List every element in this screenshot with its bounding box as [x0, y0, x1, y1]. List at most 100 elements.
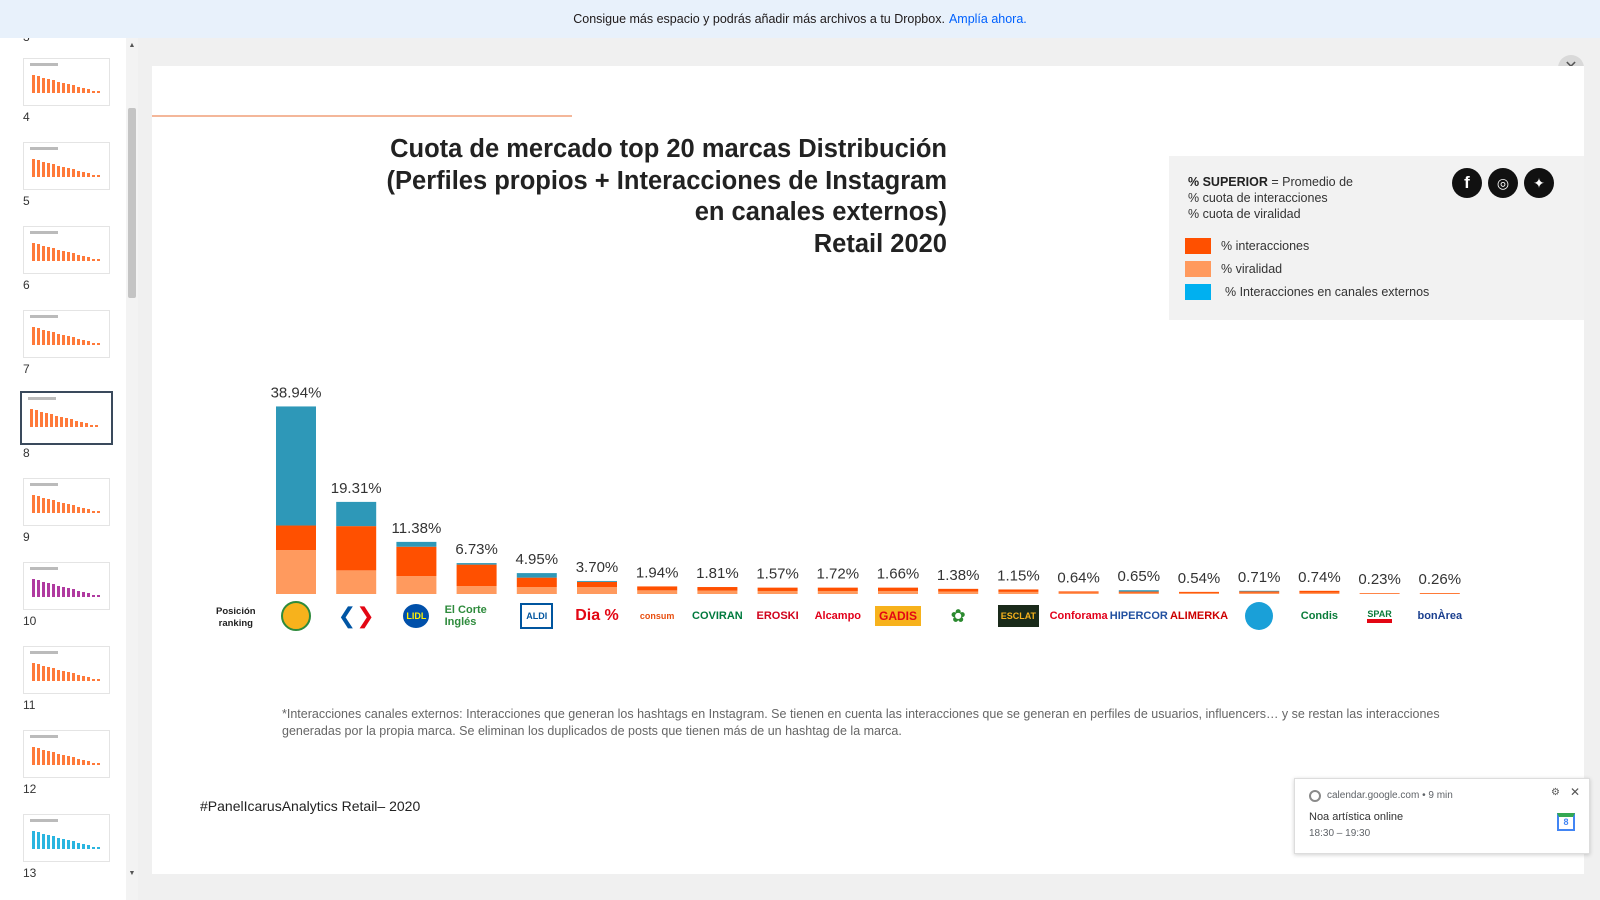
- slide-number: 9: [23, 530, 30, 544]
- bar-value-label: 1.94%: [636, 564, 679, 581]
- slide-number: 5: [23, 194, 30, 208]
- legend-item-viralidad: % viralidad: [1185, 261, 1282, 277]
- bar-value-label: 4.95%: [516, 551, 559, 568]
- bar-segment: [1239, 591, 1280, 593]
- bar-value-label: 1.38%: [937, 567, 980, 584]
- bar-segment: [637, 586, 678, 591]
- position-ranking-label: Posición ranking: [216, 606, 256, 630]
- bar-segment: [757, 590, 798, 594]
- slide-canvas: Cuota de mercado top 20 marcas Distribuc…: [152, 66, 1584, 874]
- slide-number: 13: [23, 866, 37, 880]
- bar-segment: [817, 587, 858, 591]
- google-calendar-icon: 8: [1557, 813, 1575, 831]
- brand-logo: ALDI: [505, 601, 569, 631]
- calendar-notification[interactable]: calendar.google.com • 9 min ⚙ ✕ Noa artí…: [1294, 778, 1590, 854]
- brand-logo: [264, 601, 328, 631]
- slide-thumbnail[interactable]: [23, 478, 110, 526]
- notification-title: Noa artística online: [1309, 811, 1404, 823]
- slide-title: Cuota de mercado top 20 marcas Distribuc…: [212, 134, 947, 260]
- brand-logo: ALIMERKA: [1167, 601, 1231, 631]
- mercadona-logo-icon: [281, 601, 311, 631]
- title-line-4: Retail 2020: [813, 229, 947, 258]
- bar-value-label: 1.15%: [997, 567, 1040, 584]
- brand-logo-text: LIDL: [403, 604, 430, 628]
- brand-logo-text: ESCLAT: [997, 605, 1040, 627]
- slide-thumbnail[interactable]: [23, 58, 110, 106]
- slide-thumbnail[interactable]: [23, 730, 110, 778]
- gear-icon[interactable]: ⚙: [1551, 787, 1560, 798]
- bar-value-label: 1.81%: [696, 565, 739, 582]
- bar-segment: [1239, 592, 1280, 594]
- bar-value-label: 38.94%: [271, 384, 322, 401]
- title-line-1: Cuota de mercado top 20 marcas Distribuc…: [390, 135, 947, 163]
- bar-value-label: 0.65%: [1118, 568, 1161, 585]
- brand-logo-text: EROSKI: [756, 610, 799, 622]
- scroll-up-arrow[interactable]: ▲: [128, 42, 136, 49]
- legend-item-interacciones: % interacciones: [1185, 238, 1309, 254]
- brand-logo: GADIS: [866, 601, 930, 631]
- scrollbar-thumb[interactable]: [128, 108, 136, 298]
- brand-logo-text: bonÀrea: [1417, 610, 1463, 622]
- legend-label: % interacciones: [1221, 239, 1310, 253]
- bar-segment: [276, 550, 316, 594]
- slide-thumbnail[interactable]: [23, 562, 110, 610]
- title-line-2: (Perfiles propios + Interacciones de Ins…: [386, 166, 947, 195]
- bar-value-label: 1.57%: [756, 566, 799, 583]
- bar-segment: [938, 591, 979, 594]
- slide-thumbnail[interactable]: [20, 391, 113, 445]
- bar-segment: [1299, 590, 1340, 593]
- instagram-icon: ◎: [1488, 168, 1518, 198]
- bar-segment: [1179, 591, 1219, 593]
- notification-source-host: calendar.google.com: [1327, 790, 1420, 801]
- bar-segment: [577, 587, 617, 594]
- brand-logo: El Corte Inglés: [445, 601, 509, 631]
- brand-logo: ❮❯: [324, 601, 388, 631]
- bar-segment: [396, 546, 437, 577]
- legend-header: % SUPERIOR = Promedio de % cuota de inte…: [1188, 174, 1353, 222]
- brand-logo-text: GADIS: [874, 606, 921, 626]
- bar-segment: [336, 501, 377, 527]
- brand-logo: consum: [625, 601, 689, 631]
- twitter-icon: ✦: [1524, 168, 1554, 198]
- slide-thumbnail[interactable]: [23, 310, 110, 358]
- brand-logo-text: Condis: [1300, 610, 1339, 622]
- caprabo-logo-icon: [1245, 602, 1274, 630]
- slide-number: 12: [23, 782, 37, 796]
- bar-segment: [516, 577, 557, 588]
- bar-value-label: 0.71%: [1238, 569, 1281, 586]
- brand-logo: HIPERCOR: [1107, 601, 1171, 631]
- slide-number: 7: [23, 362, 30, 376]
- slide-thumbnail[interactable]: [23, 142, 110, 190]
- footnote: *Interacciones canales externos: Interac…: [282, 707, 1440, 738]
- slide-thumbnail[interactable]: [23, 814, 110, 862]
- bar-value-label: 6.73%: [455, 541, 498, 558]
- bar-value-label: 3.70%: [576, 559, 619, 576]
- brand-logo: EROSKI: [746, 601, 810, 631]
- bar-segment: [577, 581, 617, 588]
- scroll-down-arrow[interactable]: ▼: [128, 870, 136, 877]
- bar-value-label: 0.74%: [1298, 569, 1341, 586]
- bar-segment: [1299, 592, 1340, 594]
- storage-banner: Consigue más espacio y podrás añadir más…: [0, 0, 1600, 38]
- chrome-icon: [1309, 790, 1321, 802]
- bar-segment: [456, 564, 497, 587]
- bar-segment: [276, 406, 316, 526]
- bar-segment: [396, 541, 437, 547]
- upgrade-link[interactable]: Amplía ahora.: [948, 12, 1027, 26]
- bar-segment: [878, 587, 918, 591]
- supermarket-logo-icon: ✿: [950, 605, 966, 626]
- brand-logo-text: HIPERCOR: [1109, 610, 1168, 622]
- legend-line-2: % cuota de interacciones: [1188, 191, 1328, 205]
- close-icon[interactable]: ✕: [1570, 785, 1581, 799]
- brand-logo: [1227, 601, 1291, 631]
- thumbnail-scrollbar[interactable]: ▲ ▼: [126, 38, 138, 900]
- slide-number: 8: [23, 446, 30, 460]
- bar-segment: [1118, 592, 1159, 594]
- brand-logo: Dia %: [565, 601, 629, 631]
- bar-segment: [697, 590, 738, 594]
- slide-thumbnail[interactable]: [23, 646, 110, 694]
- hashtag-footer: #PanelIcarusAnalytics Retail– 2020: [200, 798, 421, 814]
- slide-thumbnail[interactable]: [23, 226, 110, 274]
- legend-superior-desc: = Promedio de: [1267, 175, 1354, 189]
- slide-number: 11: [23, 698, 36, 712]
